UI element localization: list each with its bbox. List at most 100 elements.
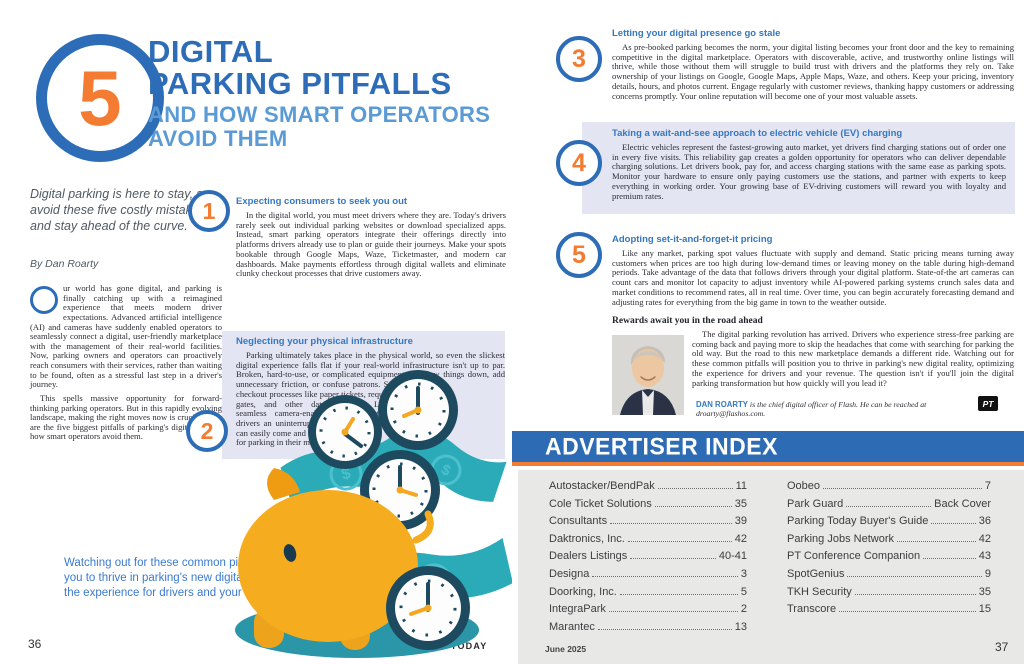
pitfall-4-heading: Taking a wait-and-see approach to electr… xyxy=(612,128,903,139)
dot-leader xyxy=(931,523,976,525)
pitfall-4-badge: 4 xyxy=(556,140,602,186)
advertiser-page: Back Cover xyxy=(934,497,991,510)
advertiser-index-title: ADVERTISER INDEX xyxy=(545,432,778,460)
dot-leader xyxy=(657,488,733,489)
pitfall-2-badge: 2 xyxy=(186,410,228,452)
pitfall-2-number: 2 xyxy=(200,417,214,444)
pitfall-5-body: Like any market, parking spot values flu… xyxy=(612,248,1014,307)
pitfall-5-badge: 5 xyxy=(556,232,602,278)
advertiser-entry[interactable]: IntegraPark 2 xyxy=(549,603,747,615)
rewards-heading: Rewards await you in the road ahead xyxy=(612,316,763,326)
advertiser-index-right-column: Oobeo 7 Park Guard Back Cover Parking To… xyxy=(787,480,991,621)
pitfall-1-body: In the digital world, you must meet driv… xyxy=(236,210,506,279)
advertiser-page: 35 xyxy=(734,497,747,510)
advertiser-entry[interactable]: Daktronics, Inc. 42 xyxy=(549,533,747,545)
pitfall-3-heading: Letting your digital presence go stale xyxy=(612,28,781,39)
advertiser-page: 5 xyxy=(740,585,747,598)
advertiser-entry[interactable]: Dealers Listings 40-41 xyxy=(549,550,747,562)
advertiser-page: 35 xyxy=(978,585,991,598)
dot-leader xyxy=(592,575,738,577)
pitfall-1-number: 1 xyxy=(202,197,216,224)
advertiser-entry[interactable]: Parking Today Buyer's Guide 36 xyxy=(787,515,991,527)
advertiser-name: Doorking, Inc. xyxy=(549,585,617,598)
advertiser-entry[interactable]: Cole Ticket Solutions 35 xyxy=(549,498,747,510)
pitfall-3-badge: 3 xyxy=(556,36,602,82)
title-line-1: DIGITAL xyxy=(148,34,274,69)
advertiser-page: 3 xyxy=(740,567,747,580)
byline: By Dan Roarty xyxy=(30,258,99,270)
advertiser-page: 9 xyxy=(984,567,991,580)
advertiser-entry[interactable]: Doorking, Inc. 5 xyxy=(549,586,747,598)
author-headshot xyxy=(612,335,684,415)
pitfall-3-body: As pre-booked parking becomes the norm, … xyxy=(612,42,1014,101)
advertiser-name: Dealers Listings xyxy=(549,550,628,563)
article-title: DIGITAL PARKING PITFALLS AND HOW SMART O… xyxy=(148,36,490,151)
advertiser-name: Parking Jobs Network xyxy=(787,532,894,545)
pitfall-5-heading: Adopting set-it-and-forget-it pricing xyxy=(612,234,773,245)
advertiser-name: Daktronics, Inc. xyxy=(549,532,625,545)
dot-leader xyxy=(854,593,976,595)
clock-icon xyxy=(308,370,458,530)
svg-text:$: $ xyxy=(340,465,353,484)
author-bio: is the chief digital officer of Flash. H… xyxy=(696,400,927,418)
rewards-body: The digital parking revolution has arriv… xyxy=(612,329,1014,417)
advertiser-entry[interactable]: Transcore 15 xyxy=(787,603,991,615)
dot-leader xyxy=(619,593,738,595)
advertiser-name: TKH Security xyxy=(787,585,852,598)
paragraph-1-text: ur world has gone digital, and parking i… xyxy=(30,283,222,390)
dropcap-o xyxy=(30,286,58,314)
advertiser-name: Marantec xyxy=(549,620,595,633)
author-name: DAN ROARTY xyxy=(696,400,748,409)
dot-leader xyxy=(839,611,976,613)
dot-leader xyxy=(597,628,732,630)
advertiser-page: 42 xyxy=(734,532,747,545)
advertiser-name: Autostacker/BendPak xyxy=(549,480,655,492)
article-body-column: ur world has gone digital, and parking i… xyxy=(30,283,222,442)
advertiser-name: Consultants xyxy=(549,515,608,528)
pt-magazine-logo: PT xyxy=(978,396,998,411)
author-credit: DAN ROARTY is the chief digital officer … xyxy=(696,400,996,418)
dot-leader xyxy=(608,611,738,613)
issue-date-footer: June 2025 xyxy=(545,644,587,654)
rewards-text: The digital parking revolution has arriv… xyxy=(692,329,1014,388)
advertiser-index-left-column: Autostacker/BendPak 11 Cole Ticket Solut… xyxy=(549,480,747,638)
advertiser-name: IntegraPark xyxy=(549,603,606,616)
advertiser-page: 42 xyxy=(978,532,991,545)
advertiser-index-panel xyxy=(518,470,1024,664)
advertiser-entry[interactable]: Autostacker/BendPak 11 xyxy=(549,480,747,492)
right-page-number: 37 xyxy=(995,640,1009,654)
advertiser-page: 7 xyxy=(984,480,991,492)
dot-leader xyxy=(847,575,982,577)
advertiser-entry[interactable]: Park Guard Back Cover xyxy=(787,498,991,510)
pitfall-2-heading: Neglecting your physical infrastructure xyxy=(236,336,413,347)
advertiser-index-accent-rule xyxy=(512,462,1024,466)
dot-leader xyxy=(627,540,732,542)
advertiser-name: Park Guard xyxy=(787,497,844,510)
pitfall-3-number: 3 xyxy=(572,44,586,73)
advertiser-index-header: ADVERTISER INDEX xyxy=(512,431,1024,462)
pitfall-4-number: 4 xyxy=(572,148,586,177)
advertiser-name: Transcore xyxy=(787,603,837,616)
advertiser-entry[interactable]: Consultants 39 xyxy=(549,515,747,527)
advertiser-entry[interactable]: SpotGenius 9 xyxy=(787,568,991,580)
advertiser-entry[interactable]: TKH Security 35 xyxy=(787,586,991,598)
advertiser-name: SpotGenius xyxy=(787,567,845,580)
pitfall-1-badge: 1 xyxy=(188,190,230,232)
advertiser-page: 2 xyxy=(740,603,747,616)
subtitle-line-2: AVOID THEM xyxy=(148,125,288,151)
title-line-2: PARKING PITFALLS xyxy=(148,65,452,101)
advertiser-entry[interactable]: Marantec 13 xyxy=(549,621,747,633)
advertiser-page: 13 xyxy=(734,620,747,633)
advertiser-entry[interactable]: Designa 3 xyxy=(549,568,747,580)
advertiser-page: 43 xyxy=(978,550,991,563)
left-page-number: 36 xyxy=(28,637,42,651)
advertiser-entry[interactable]: Oobeo 7 xyxy=(787,480,991,492)
advertiser-entry[interactable]: Parking Jobs Network 42 xyxy=(787,533,991,545)
dot-leader xyxy=(923,558,976,560)
pitfall-4-panel xyxy=(582,122,1015,214)
paragraph-2: This spells massive opportunity for forw… xyxy=(30,392,222,442)
advertiser-name: Designa xyxy=(549,567,590,580)
advertiser-entry[interactable]: PT Conference Companion 43 xyxy=(787,550,991,562)
pitfall-5-number: 5 xyxy=(572,240,586,269)
